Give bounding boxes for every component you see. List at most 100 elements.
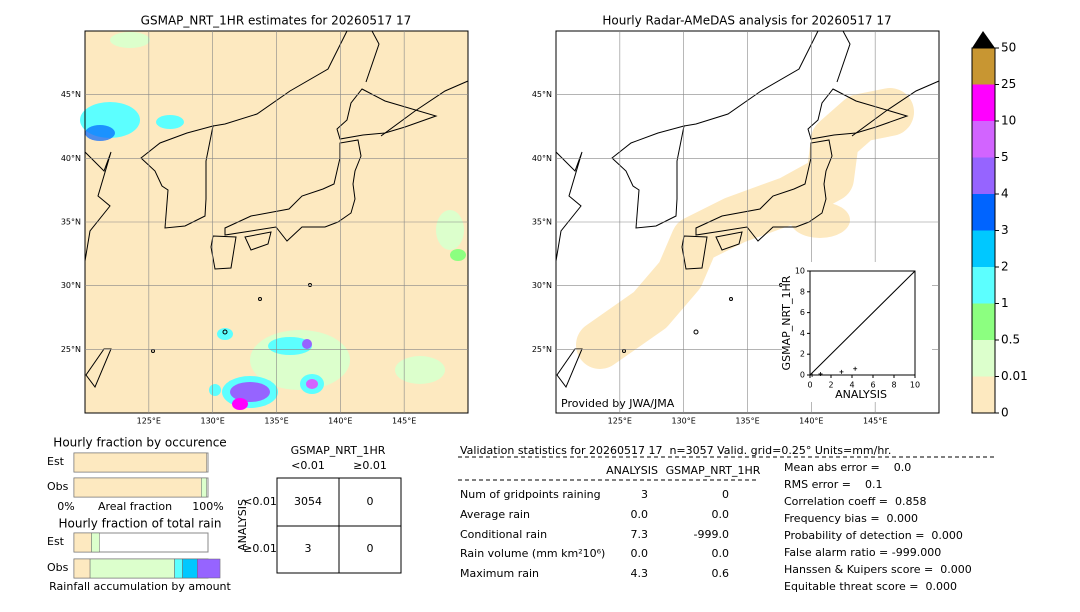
stat-value: 0.0	[712, 547, 730, 560]
stat-value: 3	[641, 488, 648, 501]
point	[818, 371, 823, 376]
map-title: GSMAP_NRT_1HR estimates for 20260517 17	[141, 14, 412, 28]
colorbar-segment	[972, 121, 995, 158]
x-tick-label: 10	[910, 381, 920, 390]
stat-value: 0	[722, 488, 729, 501]
row-label: ≥0.01	[243, 542, 277, 555]
score: False alarm ratio = -999.000	[784, 546, 941, 559]
stat-value: -999.0	[694, 528, 729, 541]
colorbar-label: 10	[1001, 114, 1016, 128]
bar-segment	[73, 477, 202, 498]
row-label: Obs	[47, 480, 69, 493]
bar-segment	[73, 452, 207, 473]
table-cell: 3054	[294, 495, 322, 508]
stat-value: 0.6	[712, 567, 730, 580]
x-tick-label: 135°E	[735, 417, 759, 426]
stat-label: Num of gridpoints raining	[460, 488, 601, 501]
stat-label: Rain volume (mm km²10⁶)	[460, 547, 605, 560]
colorbar-label: 0	[1001, 406, 1009, 420]
x-tick-label: 0	[807, 381, 812, 390]
table-cell: 0	[367, 542, 374, 555]
colorbar-label: 25	[1001, 77, 1016, 91]
column-header: GSMAP_NRT_1HR	[666, 464, 761, 477]
colorbar-segment	[972, 84, 995, 121]
panel-footer: Rainfall accumulation by amount	[49, 580, 231, 593]
score: Frequency bias = 0.000	[784, 512, 918, 525]
bar-segment	[89, 558, 175, 579]
colorbar-segment	[972, 340, 995, 377]
colorbar-label: 1	[1001, 296, 1009, 310]
row-label: Est	[47, 455, 65, 468]
colorbar-segment	[972, 267, 995, 304]
y-tick-label: 4	[800, 329, 805, 338]
score: Correlation coeff = 0.858	[784, 495, 926, 508]
row-title: ANALYSIS	[236, 499, 249, 551]
bar-segment	[73, 532, 92, 553]
score: RMS error = 0.1	[784, 478, 882, 491]
bar-segment	[197, 558, 221, 579]
colorbar-label: 0.01	[1001, 369, 1028, 383]
stat-value: 0.0	[631, 547, 649, 560]
x-tick-label: 135°E	[264, 417, 288, 426]
table-cell: 3	[305, 542, 312, 555]
y-tick-label: 25°N	[532, 345, 552, 354]
x-tick-label: 140°E	[328, 417, 352, 426]
y-tick-label: 40°N	[532, 154, 552, 163]
y-tick-label: 30°N	[532, 281, 552, 290]
score: Probability of detection = 0.000	[784, 529, 963, 542]
colorbar-segment	[972, 157, 995, 194]
x-tick-label: 145°E	[392, 417, 416, 426]
x-tick-label: 2	[828, 381, 833, 390]
colorbar-label: 2	[1001, 260, 1009, 274]
colorbar-segment	[972, 303, 995, 340]
colorbar-segment	[972, 194, 995, 231]
y-tick-label: 45°N	[532, 90, 552, 99]
colorbar-label: 4	[1001, 187, 1009, 201]
x-tick-label: 145°E	[863, 417, 887, 426]
y-tick-label: 25°N	[61, 345, 81, 354]
panel-title: Hourly fraction of total rain	[59, 517, 222, 531]
point	[839, 369, 844, 374]
stat-value: 4.3	[631, 567, 649, 580]
x-tick-label: 8	[891, 381, 896, 390]
y-tick-label: 35°N	[532, 218, 552, 227]
row-label: Obs	[47, 561, 69, 574]
stat-value: 7.3	[631, 528, 649, 541]
x-tick-label: 140°E	[799, 417, 823, 426]
panel-title: Hourly fraction by occurence	[53, 436, 226, 450]
y-tick-label: 30°N	[61, 281, 81, 290]
y-tick-label: 35°N	[61, 218, 81, 227]
bar-segment	[201, 477, 207, 498]
y-tick-label: 6	[800, 308, 805, 317]
column-header: ≥0.01	[353, 459, 387, 472]
column-header: <0.01	[291, 459, 325, 472]
score: Mean abs error = 0.0	[784, 461, 911, 474]
bar-segment	[91, 532, 100, 553]
x-tick-label: 125°E	[608, 417, 632, 426]
y-axis-label: GSMAP_NRT_1HR	[780, 275, 793, 370]
stat-label: Conditional rain	[460, 528, 547, 541]
analysis-area	[576, 88, 914, 369]
table-title: GSMAP_NRT_1HR	[291, 444, 386, 457]
y-tick-label: 45°N	[61, 90, 81, 99]
y-tick-label: 10	[795, 267, 805, 276]
axis-label: Areal fraction	[98, 500, 172, 513]
x-axis-label: ANALYSIS	[835, 388, 887, 401]
x-tick-label: 125°E	[137, 417, 161, 426]
diagonal	[809, 270, 916, 376]
bar-segment	[174, 558, 183, 579]
colorbar-label: 0.5	[1001, 333, 1020, 347]
map-title: Hourly Radar-AMeDAS analysis for 2026051…	[602, 14, 891, 28]
point	[810, 373, 815, 377]
table-cell: 0	[367, 495, 374, 508]
bar-segment	[182, 558, 198, 579]
y-tick-label: 8	[800, 287, 805, 296]
y-tick-label: 40°N	[61, 154, 81, 163]
colorbar-segment	[972, 48, 995, 85]
x-tick-label: 6	[870, 381, 875, 390]
column-header: ANALYSIS	[606, 464, 658, 477]
axis-label: 0%	[57, 500, 74, 513]
bar-segment	[73, 558, 91, 579]
axis-label: 100%	[192, 500, 223, 513]
